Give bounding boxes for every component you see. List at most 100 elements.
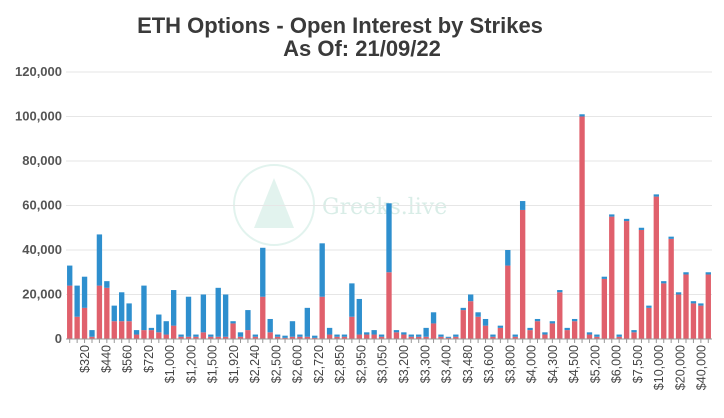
bar-call [497, 325, 504, 328]
bar-call [445, 336, 452, 338]
bar-call [89, 330, 95, 337]
x-tick-label: $4,500 [567, 345, 581, 383]
bar-call [609, 214, 615, 217]
bar-put [96, 285, 103, 339]
bar-call [200, 294, 207, 333]
bar-put [527, 330, 533, 339]
bar-call [460, 307, 466, 311]
x-tick-label: $3,800 [503, 345, 517, 383]
bar-call [74, 285, 80, 317]
bar-put [297, 336, 303, 339]
bar-put [638, 229, 645, 339]
bar-put [698, 305, 704, 339]
bar-call [274, 334, 281, 337]
x-tick-label: $560 [121, 345, 135, 373]
bar-call [423, 327, 429, 337]
y-tick-label: 60,000 [22, 198, 62, 213]
bar-put [601, 278, 608, 339]
bar-put [163, 334, 169, 339]
bar-put [668, 238, 674, 339]
axis-layer: 0 20,000 40,000 60,000 80,000 100,000 120,000 $… [15, 64, 712, 390]
bar-call [96, 234, 103, 286]
bar-call [289, 321, 296, 337]
bar-call [683, 272, 689, 275]
bar-put [141, 330, 147, 339]
bar-put [683, 274, 689, 339]
x-tick-label: $4,300 [546, 345, 560, 383]
watermark-text: Greeks.live [322, 195, 447, 220]
bar-put [364, 334, 370, 339]
bar-call [148, 327, 155, 331]
bar-call [252, 334, 259, 337]
bar-call [193, 334, 199, 337]
bar-put [497, 327, 504, 339]
x-tick-label: $6,000 [610, 345, 624, 383]
bar-call [104, 281, 110, 288]
bar-call [594, 334, 600, 337]
bar-put [423, 336, 429, 339]
bar-call [126, 303, 132, 322]
bar-put [170, 325, 177, 339]
x-tick-label: $40,000 [695, 345, 709, 390]
bar-put [534, 321, 541, 339]
bar-call [638, 227, 645, 230]
bar-put [594, 336, 600, 339]
bar-put [453, 336, 459, 339]
bar-put [289, 336, 296, 339]
bar-put [571, 321, 578, 339]
bar-call [245, 310, 251, 331]
x-tick-label: $2,950 [354, 345, 368, 383]
bar-put [230, 323, 236, 339]
bar-call [237, 332, 244, 337]
x-tick-label: $10,000 [652, 345, 666, 390]
bar-call [185, 296, 192, 337]
bar-put [81, 307, 88, 339]
bar-put [193, 336, 199, 339]
bar-call [341, 334, 348, 337]
bar-call [631, 330, 637, 333]
bar-call [178, 334, 184, 337]
bar-put [445, 337, 452, 339]
bar-call [156, 314, 162, 333]
bar-put [222, 336, 229, 339]
bar-call [170, 290, 177, 326]
x-tick-label: $1,920 [227, 345, 241, 383]
bar-call [453, 334, 459, 337]
x-tick-label: $440 [99, 345, 113, 373]
bar-call [319, 243, 325, 297]
bar-call [334, 334, 340, 337]
bar-call [297, 334, 303, 337]
bar-put [646, 307, 652, 339]
bar-call [623, 218, 630, 222]
bar-call [67, 265, 73, 286]
x-tick-label: $720 [142, 345, 156, 373]
bar-call [534, 318, 541, 322]
bar-call [349, 283, 355, 317]
bar-put [341, 336, 348, 339]
bar-put [490, 336, 496, 339]
x-tick-label: $2,850 [333, 345, 347, 383]
bar-put [430, 323, 437, 339]
x-tick-label: $3,400 [440, 345, 454, 383]
bar-put [586, 334, 593, 339]
bar-put [408, 336, 414, 339]
bar-call [564, 327, 570, 331]
bar-call [386, 203, 392, 273]
bar-call [371, 330, 377, 335]
x-tick-label: $2,720 [312, 345, 326, 383]
watermark: Greeks.live [233, 164, 447, 246]
bar-put [148, 330, 155, 339]
bar-call [408, 334, 414, 337]
y-tick-label: 40,000 [22, 242, 62, 257]
bar-call [482, 318, 489, 326]
bar-call [401, 332, 407, 335]
bar-call [393, 330, 400, 333]
x-tick-label: $3,200 [397, 345, 411, 383]
y-tick-label: 120,000 [15, 64, 62, 79]
x-tick-label: $320 [78, 345, 92, 373]
bar-call [267, 318, 273, 333]
bar-put [705, 274, 711, 339]
bar-call [646, 305, 652, 308]
bar-put [557, 292, 563, 339]
